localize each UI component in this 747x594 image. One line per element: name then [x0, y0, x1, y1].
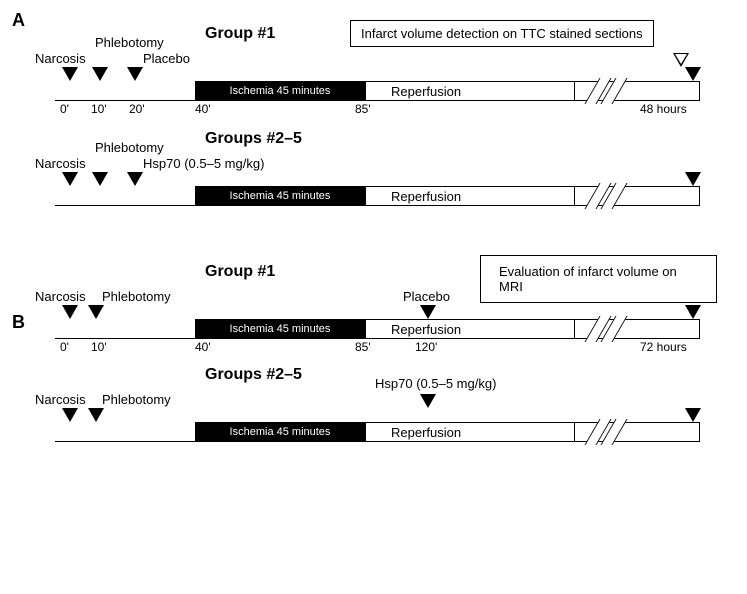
label-narcosis-b25: Narcosis: [35, 392, 86, 407]
label-phlebotomy-b1: Phlebotomy: [102, 289, 171, 304]
tick-b1-2: 40': [195, 340, 211, 354]
arrow-end-b1: [685, 305, 701, 319]
seg-ischemia-a1: Ischemia 45 minutes: [195, 81, 365, 101]
arrow-narcosis-b25: [62, 408, 78, 422]
arrow-placebo-a1: [127, 67, 143, 81]
arrow-narcosis-b1: [62, 305, 78, 319]
timeline-a1: Phlebotomy Narcosis Placebo Ischemia 45 …: [30, 43, 717, 118]
timeline-b1: Narcosis Phlebotomy Placebo Ischemia 45 …: [30, 281, 717, 356]
tick-a1-3: 40': [195, 102, 211, 116]
arrow-placebo-b1: [420, 305, 436, 319]
tick-a1-1: 10': [91, 102, 107, 116]
seg-ischemia-a25: Ischemia 45 minutes: [195, 186, 365, 206]
arrow-outline-a1: [673, 53, 689, 67]
tick-a1-5: 48 hours: [640, 102, 687, 116]
label-phlebotomy-a1: Phlebotomy: [95, 35, 164, 50]
tick-a1-0: 0': [60, 102, 69, 116]
seg-reperfusion-b25: Reperfusion: [365, 422, 575, 442]
tick-b1-0: 0': [60, 340, 69, 354]
seg-reperfusion-b1: Reperfusion: [365, 319, 575, 339]
arrow-narcosis-a1: [62, 67, 78, 81]
label-placebo-b1: Placebo: [403, 289, 450, 304]
arrow-phlebotomy-b1: [88, 305, 104, 319]
tick-b1-1: 10': [91, 340, 107, 354]
tick-a1-4: 85': [355, 102, 371, 116]
arrow-narcosis-a25: [62, 172, 78, 186]
arrow-phlebotomy-a25: [92, 172, 108, 186]
tick-a1-2: 20': [129, 102, 145, 116]
seg-ischemia-b25: Ischemia 45 minutes: [195, 422, 365, 442]
label-narcosis-a25: Narcosis: [35, 156, 86, 171]
label-narcosis-a1: Narcosis: [35, 51, 86, 66]
arrow-end-a1: [685, 67, 701, 81]
label-placebo-a1: Placebo: [143, 51, 190, 66]
panel-a-label: A: [12, 10, 25, 31]
tick-b1-3: 85': [355, 340, 371, 354]
seg-ischemia-b1: Ischemia 45 minutes: [195, 319, 365, 339]
timeline-a25: Phlebotomy Narcosis Hsp70 (0.5–5 mg/kg) …: [30, 148, 717, 223]
panel-b-label: B: [12, 312, 25, 333]
tick-b1-5: 72 hours: [640, 340, 687, 354]
label-hsp-a25: Hsp70 (0.5–5 mg/kg): [143, 156, 264, 171]
timeline-b25: Narcosis Phlebotomy Hsp70 (0.5–5 mg/kg) …: [30, 384, 717, 459]
arrow-phlebotomy-a1: [92, 67, 108, 81]
label-phlebotomy-a25: Phlebotomy: [95, 140, 164, 155]
label-hsp-b25: Hsp70 (0.5–5 mg/kg): [375, 376, 496, 391]
arrow-end-b25: [685, 408, 701, 422]
arrow-phlebotomy-b25: [88, 408, 104, 422]
seg-reperfusion-a25: Reperfusion: [365, 186, 575, 206]
group-a25-title: Groups #2–5: [205, 130, 717, 148]
arrow-hsp-b25: [420, 394, 436, 408]
arrow-end-a25: [685, 172, 701, 186]
seg-reperfusion-a1: Reperfusion: [365, 81, 575, 101]
label-phlebotomy-b25: Phlebotomy: [102, 392, 171, 407]
tick-b1-4: 120': [415, 340, 437, 354]
label-narcosis-b1: Narcosis: [35, 289, 86, 304]
arrow-hsp-a25: [127, 172, 143, 186]
